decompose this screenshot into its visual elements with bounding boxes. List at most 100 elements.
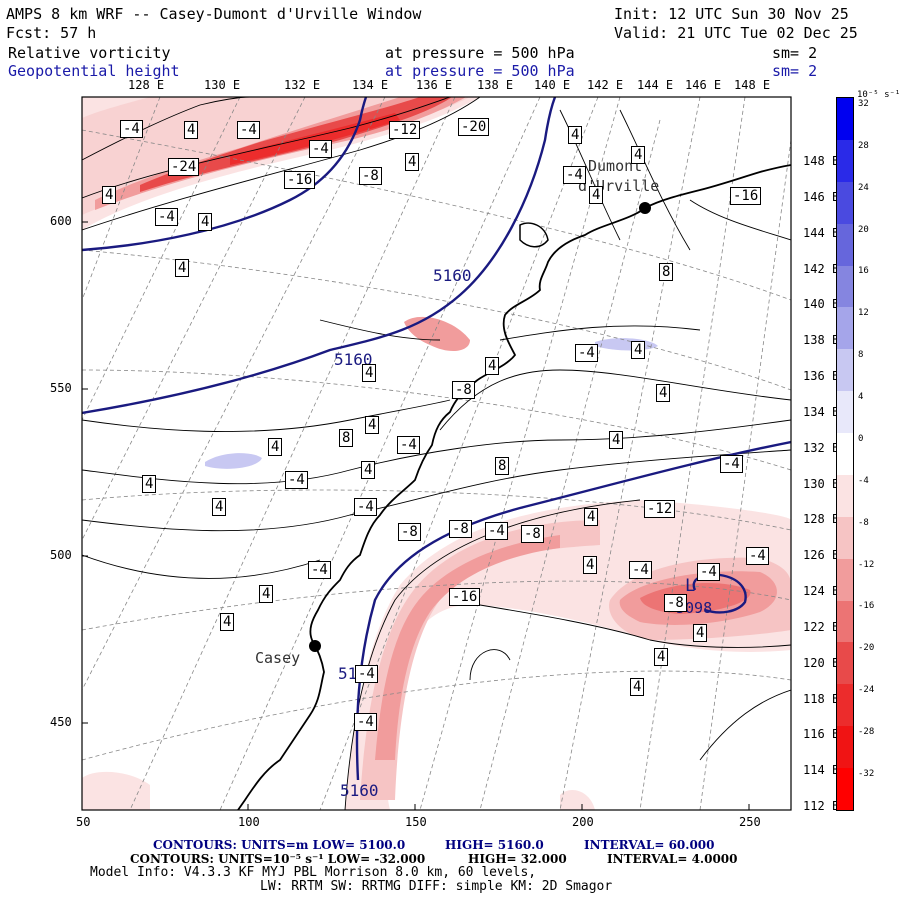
- vorticity-contour-label: 4: [361, 461, 376, 479]
- vorticity-contour-label: 4: [609, 431, 624, 449]
- colorbar-tick-label: -4: [858, 475, 869, 486]
- vorticity-contour-label: 4: [184, 121, 199, 139]
- right-longitude-label: 128 E: [803, 512, 840, 527]
- top-longitude-label: 138 E: [477, 78, 514, 92]
- vorticity-contour-label: -8: [521, 525, 544, 543]
- vorticity-contour-label: -4: [155, 208, 178, 226]
- colorbar-segment: [837, 181, 853, 224]
- x-tick-label: 250: [739, 815, 761, 829]
- x-tick-label: 100: [238, 815, 260, 829]
- vorticity-contour-label: -12: [644, 500, 676, 518]
- vorticity-contour-label: -4: [354, 713, 377, 731]
- vorticity-contour-label: -4: [575, 344, 598, 362]
- vorticity-contours: [82, 97, 791, 810]
- colorbar-segment: [837, 391, 853, 434]
- top-longitude-label: 132 E: [284, 78, 321, 92]
- top-longitude-label: 146 E: [685, 78, 722, 92]
- vorticity-contour-label: -8: [452, 381, 475, 399]
- vorticity-contour-label: -8: [664, 594, 687, 612]
- footer-vort-high: HIGH= 32.000: [468, 852, 567, 866]
- vorticity-contour-label: -4: [397, 436, 420, 454]
- colorbar-segment: [837, 349, 853, 392]
- right-longitude-label: 140 E: [803, 297, 840, 312]
- colorbar-segment: [837, 307, 853, 350]
- vorticity-contour-label: -4: [309, 140, 332, 158]
- low-center-symbol: L: [685, 576, 696, 596]
- right-longitude-label: 142 E: [803, 261, 840, 276]
- vorticity-contour-label: 8: [495, 457, 510, 475]
- vorticity-shading: [375, 535, 560, 760]
- y-tick-label: 550: [50, 381, 72, 395]
- colorbar-tick-label: -32: [858, 769, 875, 779]
- colorbar-tick-label: 8: [858, 350, 864, 361]
- top-longitude-label: 134 E: [352, 78, 389, 92]
- vorticity-contour-label: 4: [589, 186, 604, 204]
- vorticity-contour-label: -4: [697, 563, 720, 581]
- footer-model-info: Model Info: V4.3.3 KF MYJ PBL Morrison 8…: [90, 865, 537, 880]
- vorticity-contour-label: -12: [389, 121, 421, 139]
- vorticity-shading: [404, 316, 470, 352]
- x-tick-label: 150: [405, 815, 427, 829]
- coastline: [237, 207, 646, 810]
- footer-vort-contours: CONTOURS: UNITS=10⁻⁵ s⁻¹ LOW= -32.000: [130, 852, 426, 866]
- vorticity-contour-label: -20: [458, 118, 490, 136]
- top-longitude-label: 140 E: [534, 78, 571, 92]
- vorticity-contour-label: -4: [485, 522, 508, 540]
- colorbar-tick-label: 32: [858, 98, 869, 109]
- field1-level: at pressure = 500 hPa: [385, 44, 575, 62]
- vorticity-contour-label: -4: [354, 498, 377, 516]
- vorticity-contour-label: 8: [659, 263, 674, 281]
- vorticity-contour-label: 4: [405, 153, 420, 171]
- vorticity-contour-label: -4: [120, 120, 143, 138]
- right-longitude-label: 124 E: [803, 584, 840, 598]
- vorticity-contour-label: 4: [631, 146, 646, 164]
- vorticity-contour-label: 4: [584, 508, 599, 526]
- colorbar-segment: [837, 139, 853, 182]
- right-longitude-label: 122 E: [803, 619, 840, 634]
- vorticity-contour-label: 4: [365, 416, 380, 434]
- right-longitude-label: 116 E: [803, 727, 840, 742]
- vorticity-contour-label: 4: [362, 364, 377, 382]
- vorticity-contour-label: 4: [102, 186, 117, 204]
- vorticity-contour-label: -4: [308, 561, 331, 579]
- right-longitude-label: 148 E: [803, 154, 840, 168]
- right-longitude-label: 114 E: [803, 763, 840, 778]
- height-contour-label: 5160: [433, 266, 472, 285]
- right-longitude-label: 136 E: [803, 369, 840, 383]
- station-marker-casey: [309, 640, 321, 652]
- right-longitude-label: 118 E: [803, 691, 840, 706]
- vorticity-contour-label: 4: [630, 678, 645, 696]
- vorticity-shading: [360, 520, 600, 800]
- field2-smoothing: sm= 2: [772, 62, 818, 80]
- map-frame: [81, 96, 792, 811]
- axis-ticks: [81, 221, 750, 810]
- field1-smoothing: sm= 2: [772, 44, 818, 62]
- right-longitude-label: 126 E: [803, 548, 840, 563]
- vorticity-contour-label: 4: [142, 475, 157, 493]
- height-contours: [82, 97, 791, 781]
- vorticity-contour-label: 4: [220, 613, 235, 631]
- coastline: [644, 164, 791, 209]
- colorbar-tick-label: 16: [858, 266, 869, 277]
- colorbar-tick-label: -16: [858, 601, 875, 612]
- vorticity-contour-label: -16: [284, 171, 316, 189]
- vorticity-contour-label: -4: [355, 665, 378, 683]
- vorticity-contour-label: -8: [359, 167, 382, 185]
- right-longitude-label: 132 E: [803, 440, 840, 455]
- vorticity-shading: [560, 790, 595, 810]
- right-longitude-label: 130 E: [803, 476, 840, 491]
- height-contour-label: 5160: [334, 350, 373, 369]
- vorticity-contour-label: -8: [449, 520, 472, 538]
- vorticity-contour-label: 4: [198, 213, 213, 231]
- vorticity-contour-label: -4: [563, 166, 586, 184]
- footer-height-high: HIGH= 5160.0: [445, 838, 544, 852]
- vorticity-contour-label: -4: [720, 455, 743, 473]
- colorbar-segment: [837, 265, 853, 308]
- valid-time: Valid: 21 UTC Tue 02 Dec 25: [614, 24, 858, 42]
- field2-name: Geopotential height: [8, 62, 180, 80]
- colorbar-tick-label: -28: [858, 727, 875, 738]
- vorticity-contour-label: 4: [212, 498, 227, 516]
- colorbar-segment: [837, 98, 853, 140]
- colorbar-tick-label: 28: [858, 140, 869, 151]
